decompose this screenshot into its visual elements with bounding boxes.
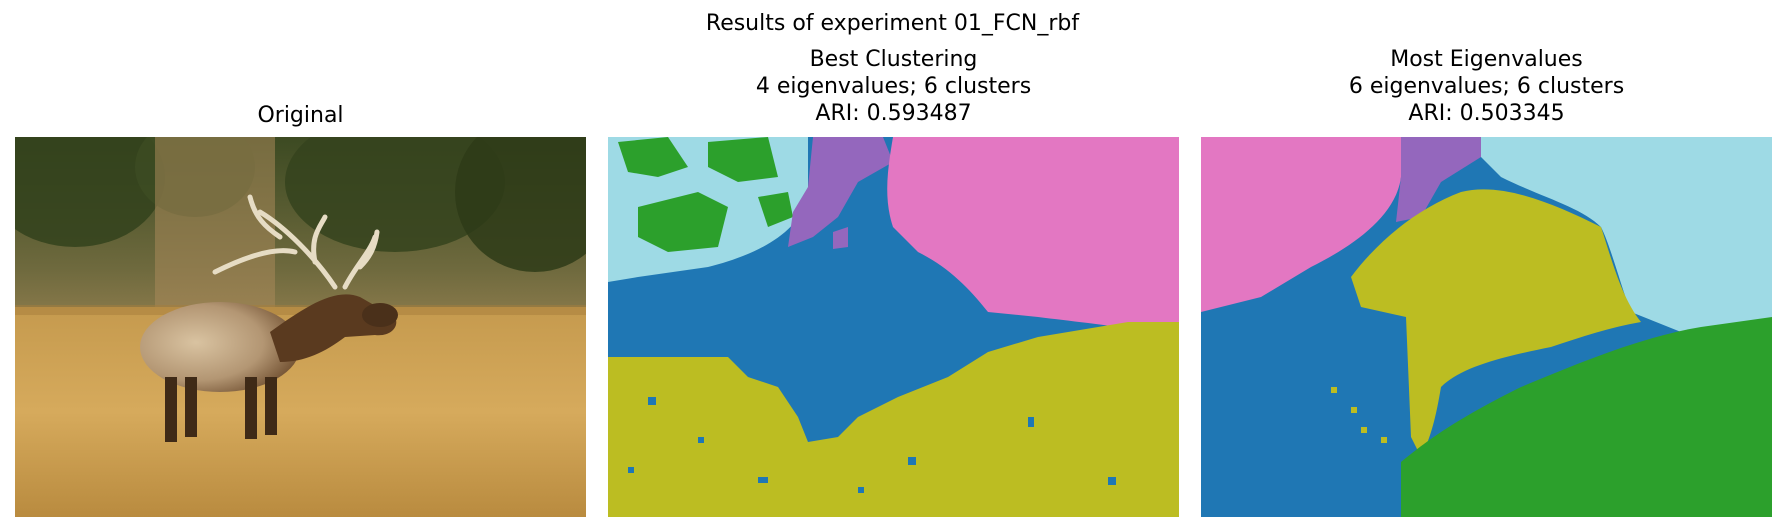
panel-title: Best Clustering 4 eigenvalues; 6 cluster…: [608, 46, 1179, 127]
panel-title: Original: [15, 102, 586, 129]
panel-title-line: Original: [257, 103, 344, 128]
panel-title: Most Eigenvalues 6 eigenvalues; 6 cluste…: [1201, 46, 1772, 127]
panel-title-line: ARI: 0.593487: [815, 101, 972, 126]
segmentation-map: [608, 137, 1179, 517]
panel-title-line: 4 eigenvalues; 6 clusters: [755, 74, 1032, 99]
panel-title-line: Best Clustering: [809, 47, 978, 72]
panel-title-line: 6 eigenvalues; 6 clusters: [1348, 74, 1625, 99]
figure-suptitle: Results of experiment 01_FCN_rbf: [705, 11, 1080, 36]
original-image: [15, 137, 586, 517]
panel-title-line: ARI: 0.503345: [1408, 101, 1565, 126]
segmentation-map: [1201, 137, 1772, 517]
panel-title-line: Most Eigenvalues: [1390, 47, 1583, 72]
